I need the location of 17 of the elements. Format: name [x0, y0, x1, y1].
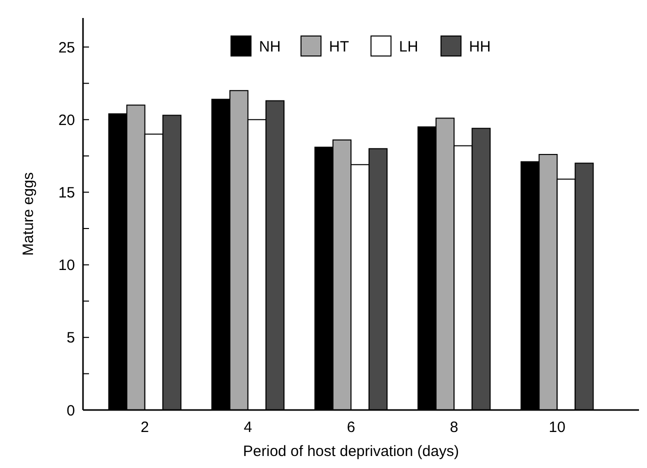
x-tick-label: 8	[450, 419, 458, 436]
x-tick-label: 4	[244, 419, 252, 436]
legend-label: LH	[399, 38, 418, 56]
x-tick-label: 10	[548, 419, 566, 436]
y-tick-label: 25	[58, 39, 75, 56]
legend-label: NH	[259, 38, 281, 56]
y-axis-title: Mature eggs	[20, 172, 37, 256]
legend-label: HH	[469, 38, 491, 56]
y-tick-label: 15	[58, 184, 75, 202]
legend-label: HT	[329, 38, 349, 56]
y-tick-label: 5	[66, 330, 75, 347]
x-tick-label: 2	[140, 419, 150, 436]
y-tick-label: 20	[58, 112, 75, 129]
x-tick-label: 6	[346, 419, 356, 436]
y-tick-label: 10	[58, 257, 75, 274]
y-tick-label: 0	[66, 402, 75, 420]
x-axis-title: Period of host deprivation (days)	[243, 443, 459, 460]
